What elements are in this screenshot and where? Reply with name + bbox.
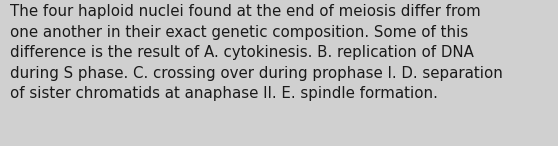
Text: The four haploid nuclei found at the end of meiosis differ from
one another in t: The four haploid nuclei found at the end… bbox=[10, 4, 503, 101]
